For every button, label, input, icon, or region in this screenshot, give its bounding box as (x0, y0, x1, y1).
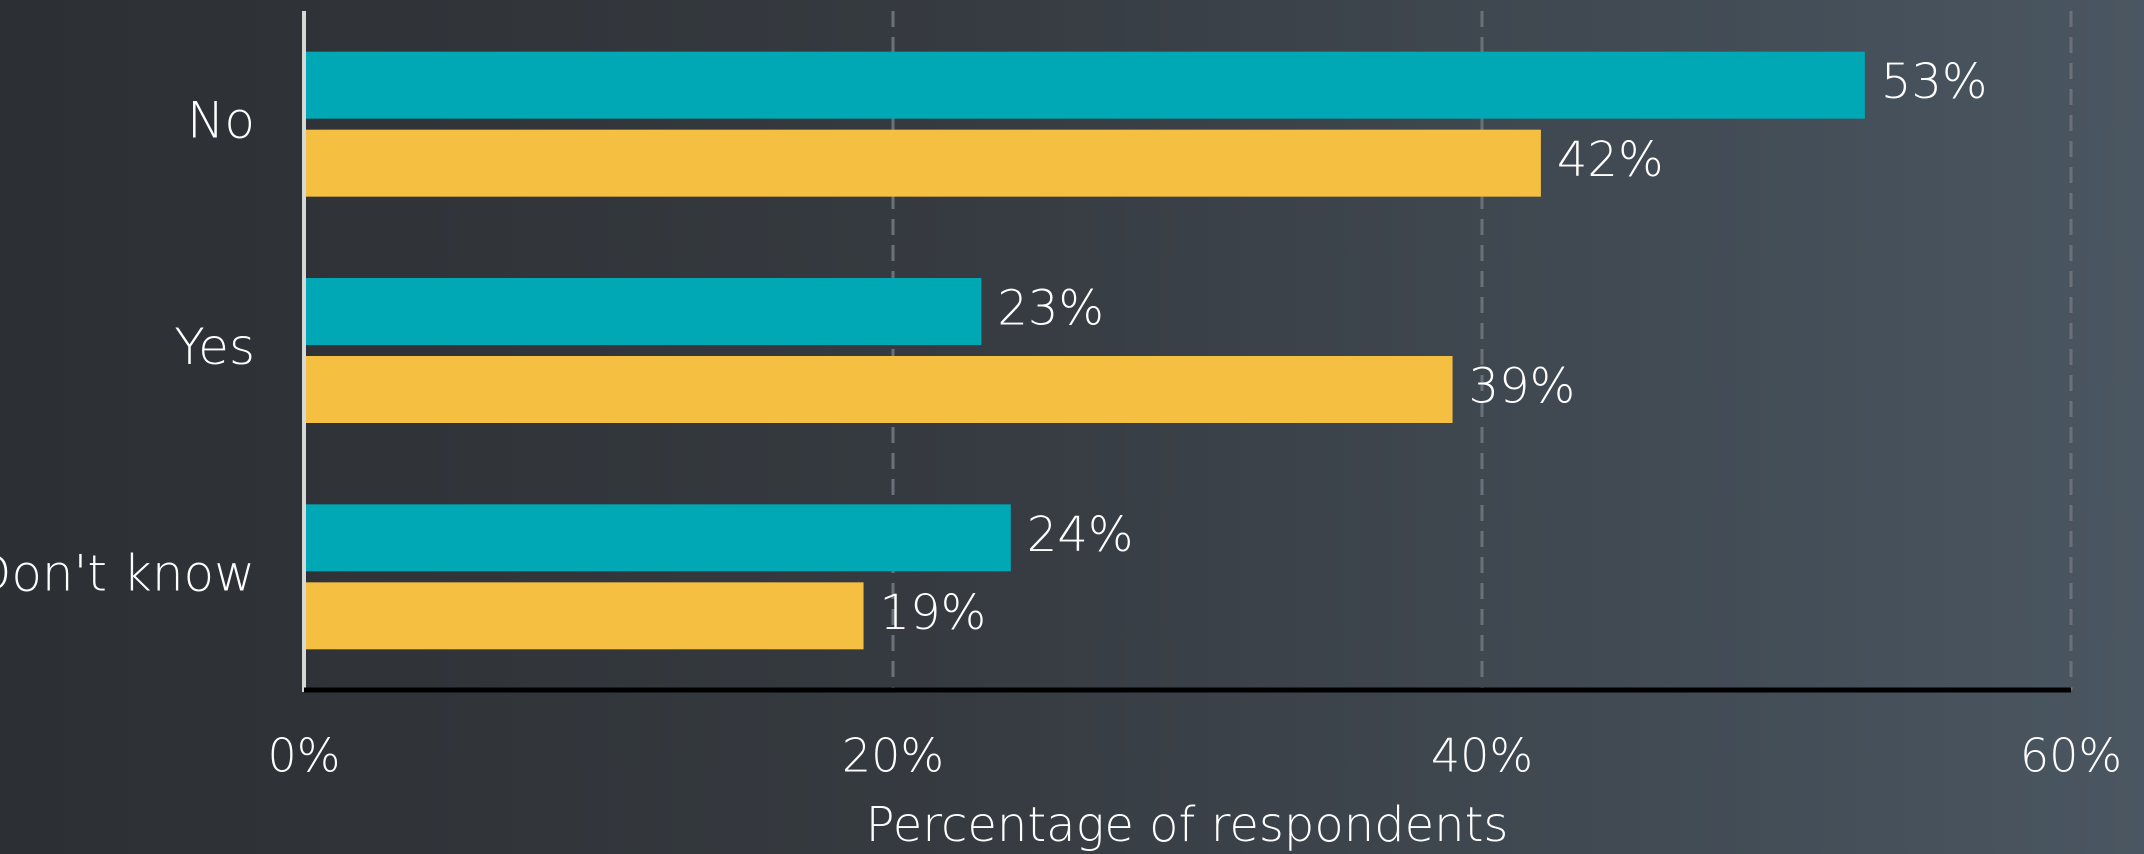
value-label: 23% (997, 281, 1104, 337)
bar (304, 582, 864, 650)
x-tick-label: 40% (1431, 729, 1533, 783)
bar (304, 356, 1453, 423)
value-label: 39% (1469, 359, 1576, 415)
y-tick-label: Don't know (0, 544, 255, 602)
bar (304, 51, 1865, 119)
x-tick-label: 60% (2020, 729, 2122, 783)
bar (304, 129, 1541, 197)
bar (304, 278, 982, 345)
x-tick-label: 20% (842, 729, 944, 783)
value-label: 19% (880, 585, 987, 641)
y-tick-label: Yes (174, 318, 255, 376)
value-label: 24% (1027, 507, 1134, 563)
value-label: 53% (1881, 54, 1988, 110)
y-tick-label: No (187, 92, 255, 150)
bar (304, 504, 1011, 572)
x-tick-label: 0% (268, 729, 341, 783)
value-label: 42% (1557, 132, 1664, 188)
x-axis-label: Percentage of respondents (866, 797, 1509, 853)
